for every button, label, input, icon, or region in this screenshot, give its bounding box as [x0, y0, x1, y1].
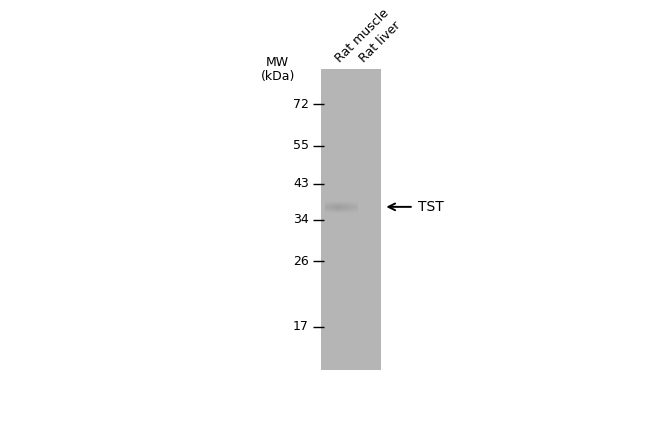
Text: (kDa): (kDa) — [261, 70, 295, 83]
Text: Rat liver: Rat liver — [357, 19, 403, 66]
Text: MW: MW — [266, 56, 289, 69]
Text: 43: 43 — [293, 177, 309, 190]
Text: 55: 55 — [293, 139, 309, 152]
Bar — [320, 69, 381, 370]
Text: Rat muscle: Rat muscle — [333, 7, 391, 66]
Text: 17: 17 — [293, 321, 309, 333]
Text: 26: 26 — [293, 255, 309, 268]
Text: 34: 34 — [293, 214, 309, 226]
Text: TST: TST — [418, 200, 443, 214]
Text: 72: 72 — [293, 98, 309, 110]
